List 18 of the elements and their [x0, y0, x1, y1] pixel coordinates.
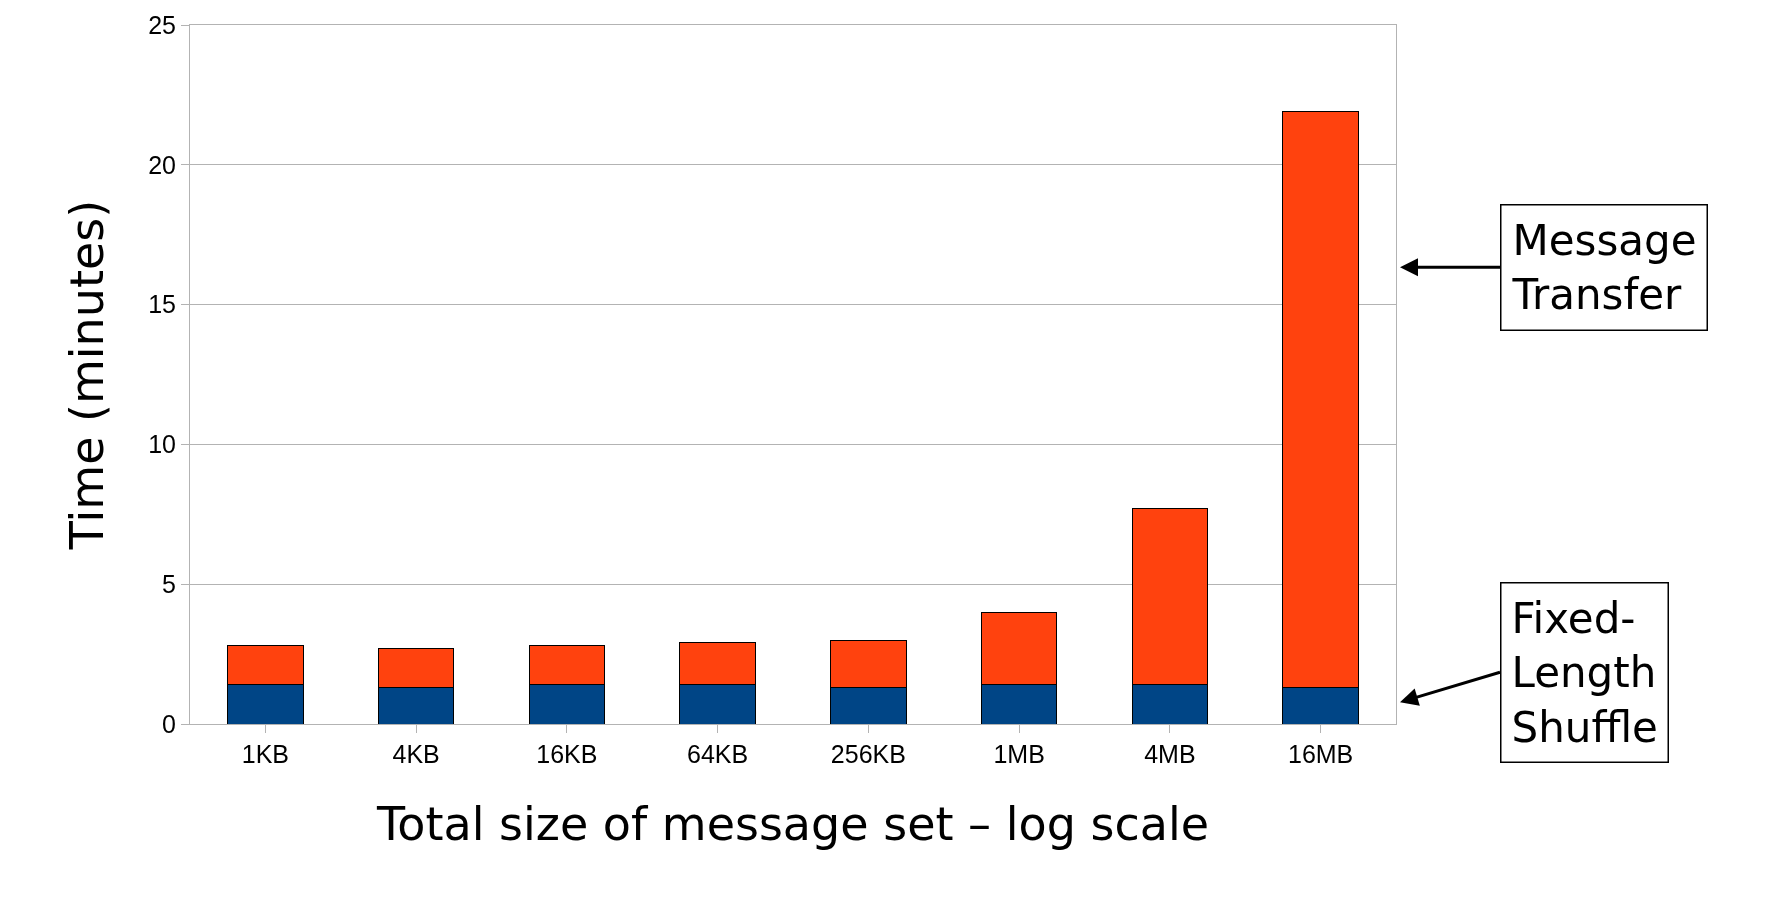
x-tick-label: 1MB [993, 740, 1045, 768]
y-tick-label: 25 [148, 10, 176, 39]
x-axis-title: Total size of message set – log scale [376, 796, 1209, 851]
x-tick-label: 64KB [687, 740, 749, 768]
x-tick-label: 1KB [241, 740, 290, 768]
y-tick-label: 20 [148, 150, 176, 179]
legend-label: Fixed-Length Shuffle [1511, 593, 1658, 752]
y-axis-title: Time (minutes) [59, 199, 114, 551]
y-tick-label: 10 [148, 430, 176, 459]
y-tick-label: 15 [148, 290, 176, 319]
x-tick-label: 16MB [1287, 740, 1354, 768]
y-tick-label: 5 [162, 569, 176, 598]
x-tick-label: 256KB [830, 740, 906, 768]
x-tick-label: 4MB [1144, 740, 1196, 768]
x-tick-label: 16KB [536, 740, 598, 768]
legend-label: Message Transfer [1511, 215, 1697, 320]
y-tick-label: 0 [162, 709, 176, 738]
x-tick-label: 4KB [392, 740, 440, 768]
